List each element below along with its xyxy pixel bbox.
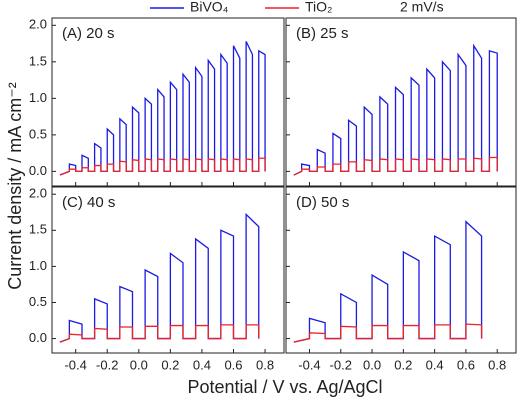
series-line: [59, 324, 260, 343]
legend-label: BiVO₄: [190, 0, 229, 15]
y-axis-label: Current density / mA cm⁻²: [5, 82, 25, 290]
x-tick-label: -0.2: [330, 357, 352, 372]
y-tick-label: 1.5: [29, 222, 47, 237]
x-tick-label: 0.0: [130, 357, 148, 372]
panel-frame: [285, 186, 517, 354]
x-tick-label: -0.4: [298, 357, 320, 372]
x-tick-label: -0.4: [64, 357, 86, 372]
x-tick-label: 0.2: [161, 357, 179, 372]
panel-title: (D) 50 s: [296, 194, 349, 211]
series-line: [59, 157, 266, 176]
series-line: [293, 220, 483, 343]
x-tick-label: 0.8: [256, 357, 274, 372]
series-line: [293, 43, 498, 176]
y-tick-label: 0.0: [29, 330, 47, 345]
y-tick-label: 1.5: [29, 53, 47, 68]
panel-title: (B) 25 s: [296, 25, 349, 42]
panel-frame: [51, 186, 285, 354]
annotation: 2 mV/s: [400, 0, 444, 15]
series-line: [59, 41, 266, 176]
x-tick-label: 0.0: [363, 357, 381, 372]
x-tick-label: 0.6: [224, 357, 242, 372]
panel-title: (A) 20 s: [62, 25, 115, 42]
y-tick-label: 0.0: [29, 163, 47, 178]
y-tick-label: 2.0: [29, 17, 47, 32]
x-tick-label: 0.2: [394, 357, 412, 372]
series-line: [59, 212, 260, 343]
series-line: [293, 323, 483, 343]
y-tick-label: 2.0: [29, 186, 47, 201]
panel-frame: [51, 17, 285, 187]
y-tick-label: 1.0: [29, 258, 47, 273]
y-tick-label: 0.5: [29, 294, 47, 309]
x-tick-label: 0.8: [488, 357, 506, 372]
x-axis-label: Potential / V vs. Ag/AgCl: [187, 377, 382, 397]
panel-title: (C) 40 s: [62, 194, 115, 211]
legend-label: TiO₂: [305, 0, 332, 15]
x-tick-label: 0.4: [426, 357, 444, 372]
series-line: [293, 156, 498, 176]
x-tick-label: 0.6: [457, 357, 475, 372]
x-tick-label: -0.2: [96, 357, 118, 372]
y-tick-label: 0.5: [29, 126, 47, 141]
y-tick-label: 1.0: [29, 90, 47, 105]
x-tick-label: 0.4: [193, 357, 211, 372]
panel-frame: [285, 17, 517, 187]
